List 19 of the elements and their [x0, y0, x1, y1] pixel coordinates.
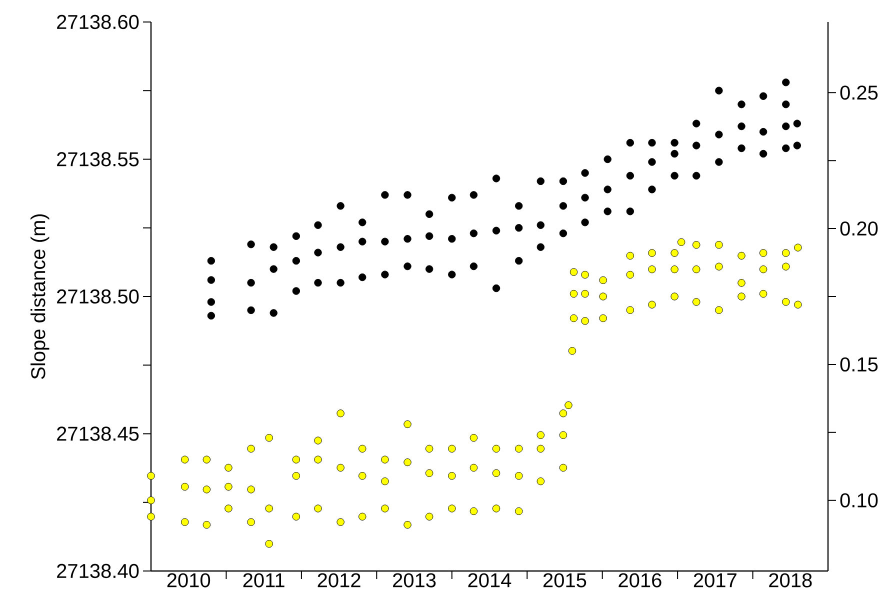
y2-tick-label: 0.20 [840, 221, 878, 236]
y-tick-label: 27138.45 [57, 426, 139, 441]
y2-tick-label: 0.25 [840, 86, 878, 100]
x-tick-label: 2017 [694, 573, 736, 588]
y2-tick-label: 0.15 [840, 357, 878, 372]
y-tick-label: 27138.40 [57, 564, 139, 578]
x-tick-label: 2013 [393, 573, 436, 588]
x-tick-label: 2014 [468, 573, 512, 588]
x-tick-label: 2012 [318, 573, 360, 588]
y2-tick-label: 0.10 [840, 493, 878, 508]
y-tick-label: 27138.60 [57, 14, 139, 30]
x-tick-label: 2010 [167, 573, 210, 588]
x-tick-label: 2011 [243, 573, 284, 588]
y-axis-title: Slope distance (m) [30, 214, 50, 379]
x-tick-label: 2015 [543, 573, 586, 588]
x-tick-label: 2016 [618, 573, 662, 588]
y-tick-label: 27138.50 [57, 289, 139, 304]
x-tick-label: 2018 [769, 573, 812, 588]
y-tick-label: 27138.55 [57, 152, 139, 166]
